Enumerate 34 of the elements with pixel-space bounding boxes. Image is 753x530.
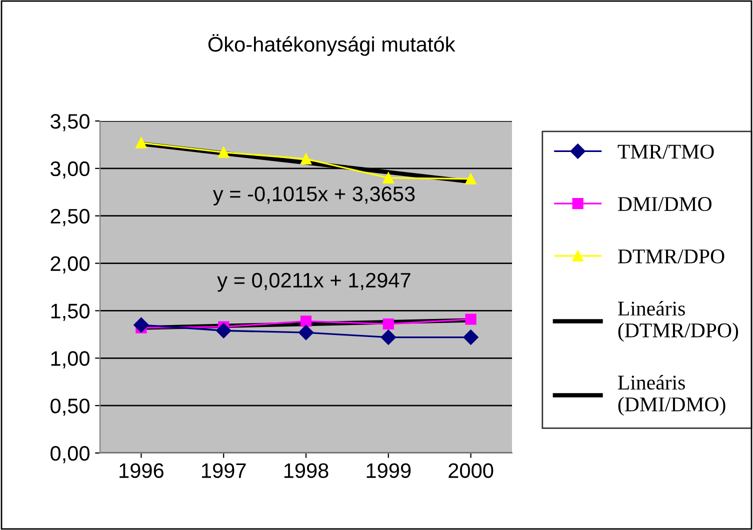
point xyxy=(382,172,394,184)
y-tick-label: 3,50 xyxy=(50,114,90,132)
point xyxy=(300,153,312,164)
y-tick-label: 2,00 xyxy=(50,256,90,274)
y-tick-label: 1,50 xyxy=(51,304,90,321)
y-tick-label: 0,00 xyxy=(50,446,90,464)
y-tick-label: 2,50 xyxy=(50,208,90,226)
point xyxy=(136,137,147,148)
y-tick-label: 1,00 xyxy=(51,351,90,368)
legend-label: Lineáris (DTMR/DPO) xyxy=(618,300,738,342)
point xyxy=(382,318,394,330)
legend-label: TMR/TMO xyxy=(618,144,714,159)
point xyxy=(218,146,230,158)
x-tick-label: 1996 xyxy=(120,463,164,478)
chart-title: Öko-hatékonysági mutatók xyxy=(208,34,456,56)
point xyxy=(134,317,149,333)
x-tick-label: 1997 xyxy=(202,463,246,478)
point xyxy=(465,314,476,325)
point xyxy=(463,330,478,345)
y-tick-label: 3,00 xyxy=(50,161,90,179)
point xyxy=(380,330,396,345)
legend-label: DTMR/DPO xyxy=(618,249,724,264)
point xyxy=(298,324,314,340)
x-tick-label: 1999 xyxy=(366,463,411,478)
point xyxy=(300,316,312,327)
annotation: y = 0,0211x + 1,2947 xyxy=(217,272,410,292)
legend-label: Lineáris (DMI/DMO) xyxy=(618,374,726,416)
legend-label: DMI/DMO xyxy=(618,197,712,212)
x-tick-label: 1998 xyxy=(284,463,328,478)
point xyxy=(216,323,232,338)
x-tick-label: 2000 xyxy=(448,463,494,478)
point xyxy=(465,173,476,184)
annotation: y = -0,1015x + 3,3653 xyxy=(212,186,415,206)
y-tick-label: 0,50 xyxy=(50,398,90,416)
